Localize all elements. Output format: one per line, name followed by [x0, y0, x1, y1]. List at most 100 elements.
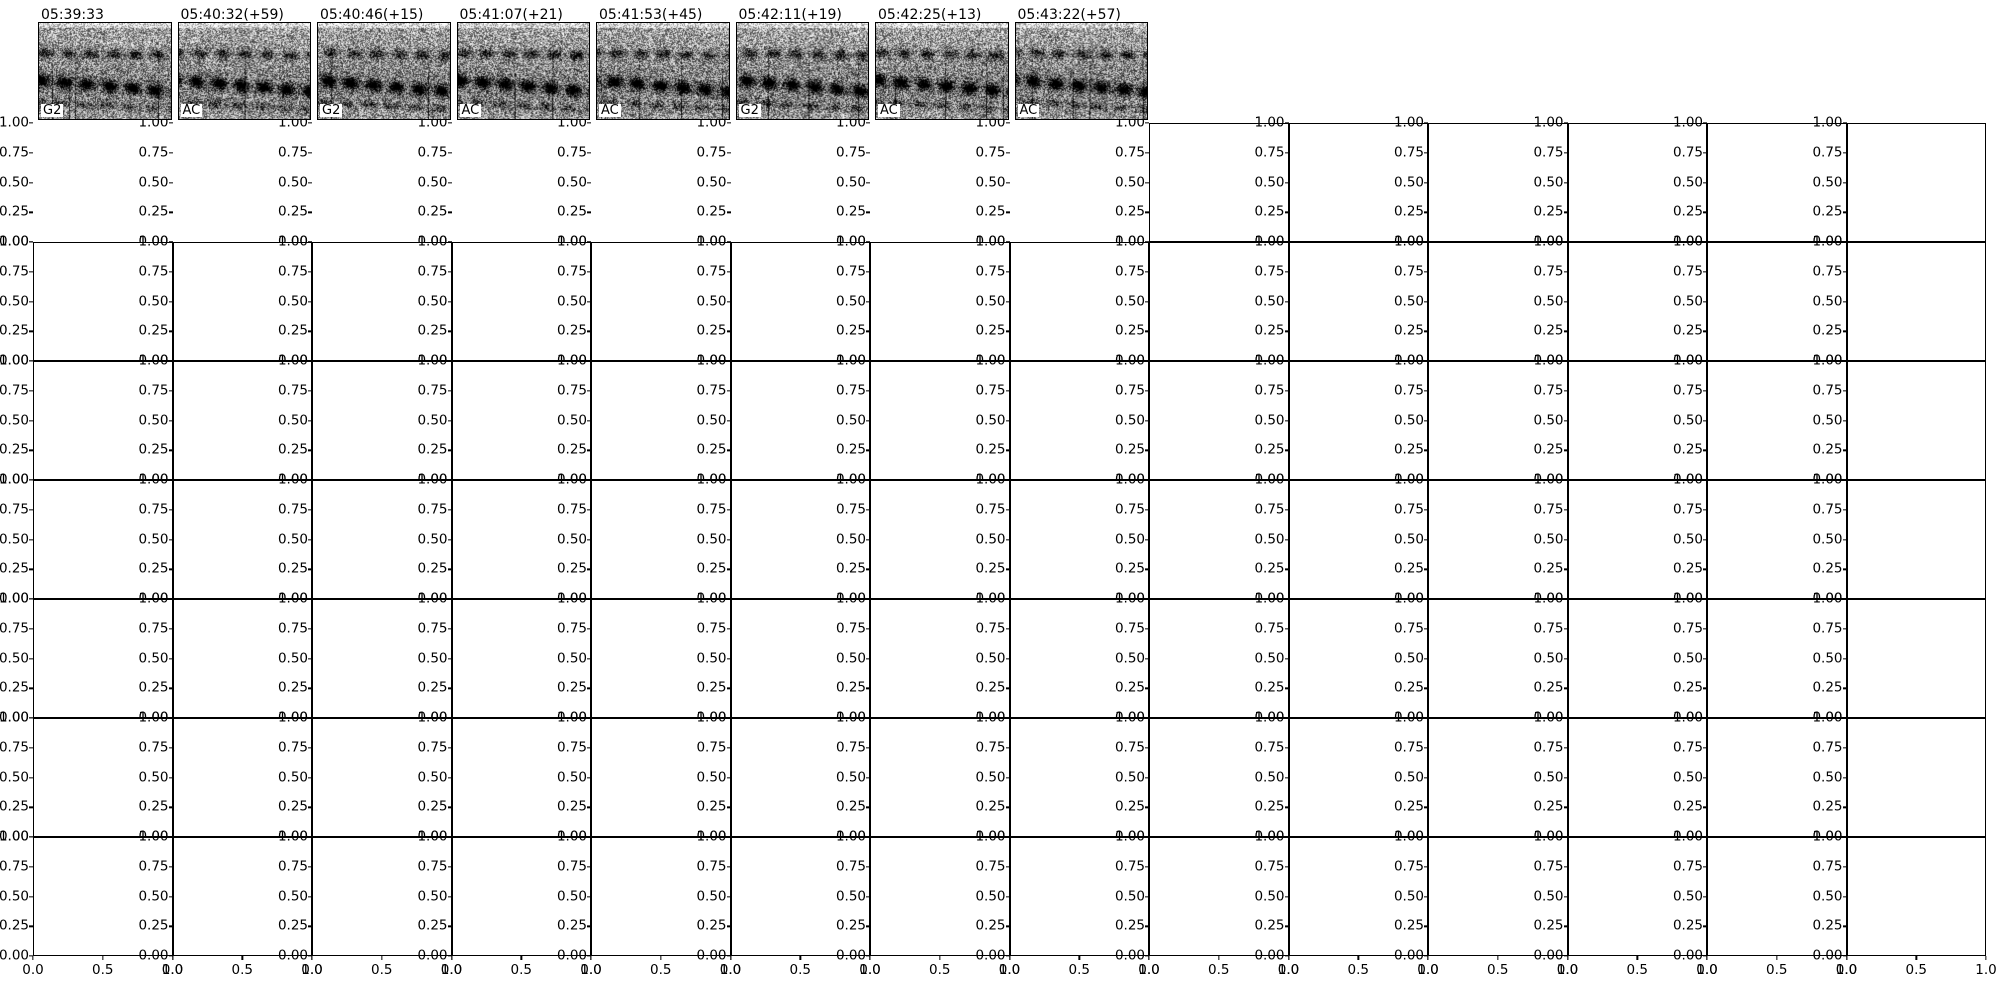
y-tick-mark	[308, 509, 312, 511]
x-tick-mark	[1078, 956, 1080, 960]
y-tick-label: 0.75	[1254, 858, 1285, 874]
y-tick-mark	[726, 717, 731, 719]
y-tick-label: 0.50	[1254, 411, 1285, 428]
plot-axes-r4-c11	[1428, 480, 1568, 599]
y-tick-mark	[866, 776, 870, 779]
y-tick-mark	[1424, 776, 1428, 779]
y-tick-mark	[587, 687, 591, 689]
y-tick-label: 0.25	[975, 203, 1006, 220]
y-tick-label: 0.25	[138, 798, 169, 815]
y-tick-mark	[1005, 211, 1010, 213]
y-tick-label: 1.00	[1672, 233, 1703, 250]
y-tick-label: 0.50	[1254, 292, 1285, 309]
y-tick-mark	[1005, 747, 1010, 749]
y-tick-mark	[726, 657, 731, 660]
y-tick-label: 1.00	[975, 233, 1006, 250]
y-tick-label: 0.25	[1393, 203, 1424, 220]
plot-axes-r2-c9	[1149, 242, 1289, 361]
x-tick-mark	[869, 956, 871, 960]
y-tick-mark	[726, 925, 731, 927]
y-tick-label: 0.50	[1533, 530, 1564, 547]
y-tick-mark	[1563, 538, 1568, 541]
y-tick-label: 0.50	[1672, 649, 1703, 666]
y-tick-label: 0.75	[0, 739, 29, 755]
y-tick-label: 0.50	[1812, 530, 1843, 547]
y-tick-label: 0.25	[975, 322, 1006, 339]
y-tick-label: 0.50	[835, 530, 866, 547]
y-tick-mark	[308, 241, 312, 243]
y-tick-label: 0.25	[556, 679, 587, 696]
y-tick-label: 0.25	[417, 322, 448, 339]
y-tick-label: 0.50	[1254, 530, 1285, 547]
y-tick-mark	[587, 628, 591, 630]
spectrogram-panel-2[interactable]	[177, 22, 311, 120]
spectrogram-panel-1[interactable]	[38, 22, 172, 120]
y-tick-mark	[1842, 687, 1847, 689]
y-tick-label: 0.25	[1114, 560, 1145, 577]
plot-axes-r5-c5	[591, 599, 731, 718]
y-tick-mark	[726, 776, 731, 779]
y-tick-mark	[1145, 390, 1149, 392]
y-tick-label: 0.25	[696, 322, 727, 339]
y-tick-label: 1.00	[696, 590, 727, 607]
y-tick-label: 0.75	[975, 620, 1006, 636]
y-tick-label: 0.50	[0, 173, 29, 190]
y-tick-label: 0.50	[696, 768, 727, 785]
y-tick-label: 0.25	[138, 560, 169, 577]
y-tick-mark	[1284, 241, 1289, 243]
y-tick-mark	[1563, 747, 1568, 749]
y-tick-mark	[1145, 300, 1149, 303]
y-tick-mark	[1284, 747, 1289, 749]
y-tick-label: 1.00	[696, 471, 727, 488]
spectrogram-panel-5[interactable]	[596, 22, 730, 120]
y-tick-label: 0.50	[556, 411, 587, 428]
y-tick-label: 0.50	[696, 292, 727, 309]
spectrogram-panel-4[interactable]	[456, 22, 590, 120]
y-tick-mark	[866, 390, 870, 392]
y-tick-label: 0.25	[975, 679, 1006, 696]
y-tick-mark	[168, 538, 173, 541]
y-tick-label: 1.00	[417, 709, 448, 726]
y-tick-label: 0.25	[0, 322, 29, 339]
spectrogram-panel-3[interactable]	[317, 22, 451, 120]
y-tick-mark	[168, 806, 173, 808]
y-tick-mark	[726, 390, 731, 392]
spectrogram-tag-3: G2	[320, 103, 343, 118]
x-tick-label: 0.0	[161, 962, 184, 978]
spectrogram-panel-6[interactable]	[735, 22, 869, 120]
spectrogram-title-3: 05:40:46(+15)	[320, 7, 426, 23]
y-tick-mark	[447, 271, 452, 273]
y-tick-label: 0.75	[556, 144, 587, 160]
spectrogram-panel-7[interactable]	[875, 22, 1009, 120]
y-tick-mark	[168, 300, 173, 303]
y-tick-mark	[1424, 419, 1428, 422]
y-tick-mark	[1703, 598, 1707, 600]
y-tick-mark	[1145, 152, 1149, 154]
y-tick-mark	[29, 687, 33, 689]
y-tick-label: 0.25	[1393, 679, 1424, 696]
y-tick-mark	[1842, 181, 1847, 184]
y-tick-label: 0.25	[417, 798, 448, 815]
plot-axes-r3-c4	[451, 361, 591, 480]
y-tick-label: 0.75	[1114, 382, 1145, 398]
y-tick-mark	[1424, 717, 1428, 719]
y-tick-label: 0.50	[975, 649, 1006, 666]
y-tick-label: 0.50	[1114, 649, 1145, 666]
y-tick-mark	[587, 449, 591, 451]
y-tick-label: 0.25	[417, 203, 448, 220]
y-tick-mark	[29, 895, 33, 898]
y-tick-mark	[1424, 955, 1428, 957]
y-tick-label: 0.75	[1672, 144, 1703, 160]
plot-axes-r6-c7	[870, 718, 1010, 837]
y-tick-label: 0.50	[835, 649, 866, 666]
y-tick-label: 0.75	[138, 144, 169, 160]
y-tick-label: 0.50	[0, 411, 29, 428]
spectrogram-title-7: 05:42:25(+13)	[878, 7, 984, 23]
y-tick-mark	[1424, 628, 1428, 630]
spectrogram-panel-8[interactable]	[1014, 22, 1148, 120]
y-tick-mark	[1424, 925, 1428, 927]
y-tick-label: 0.75	[835, 620, 866, 636]
y-tick-mark	[308, 360, 312, 362]
y-tick-mark	[447, 181, 452, 184]
y-tick-mark	[1563, 509, 1568, 511]
